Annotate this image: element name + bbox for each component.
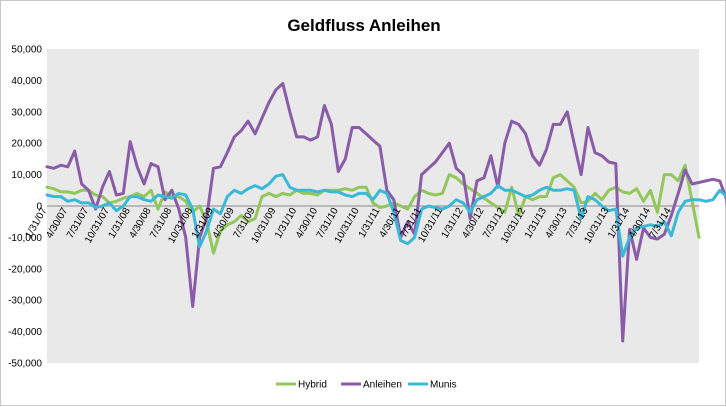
y-tick-label: 0 bbox=[36, 202, 42, 213]
y-tick-label: -10,000 bbox=[8, 233, 42, 244]
y-tick-label: -40,000 bbox=[8, 327, 42, 338]
series-line-munis bbox=[45, 173, 726, 258]
y-tick-label: -50,000 bbox=[8, 359, 42, 370]
y-tick-label: 10,000 bbox=[11, 170, 42, 181]
y-tick-label: 20,000 bbox=[11, 139, 42, 150]
y-tick-label: 40,000 bbox=[11, 76, 42, 87]
legend-label-munis: Munis bbox=[430, 380, 457, 391]
series-line-anleihen bbox=[45, 82, 726, 343]
series-layer bbox=[45, 82, 726, 343]
y-tick-label: -20,000 bbox=[8, 264, 42, 275]
y-axis: 50,000 40,000 30,000 20,000 10,000 0 -10,000 -2… bbox=[8, 45, 42, 370]
legend: Hybrid Anleihen Munis bbox=[276, 380, 457, 391]
y-tick-label: -30,000 bbox=[8, 296, 42, 307]
legend-label-anleihen: Anleihen bbox=[363, 380, 402, 391]
y-tick-label: 50,000 bbox=[11, 45, 42, 56]
legend-label-hybrid: Hybrid bbox=[298, 380, 327, 391]
y-tick-label: 30,000 bbox=[11, 107, 42, 118]
chart-title: Geldfluss Anleihen bbox=[287, 16, 440, 35]
